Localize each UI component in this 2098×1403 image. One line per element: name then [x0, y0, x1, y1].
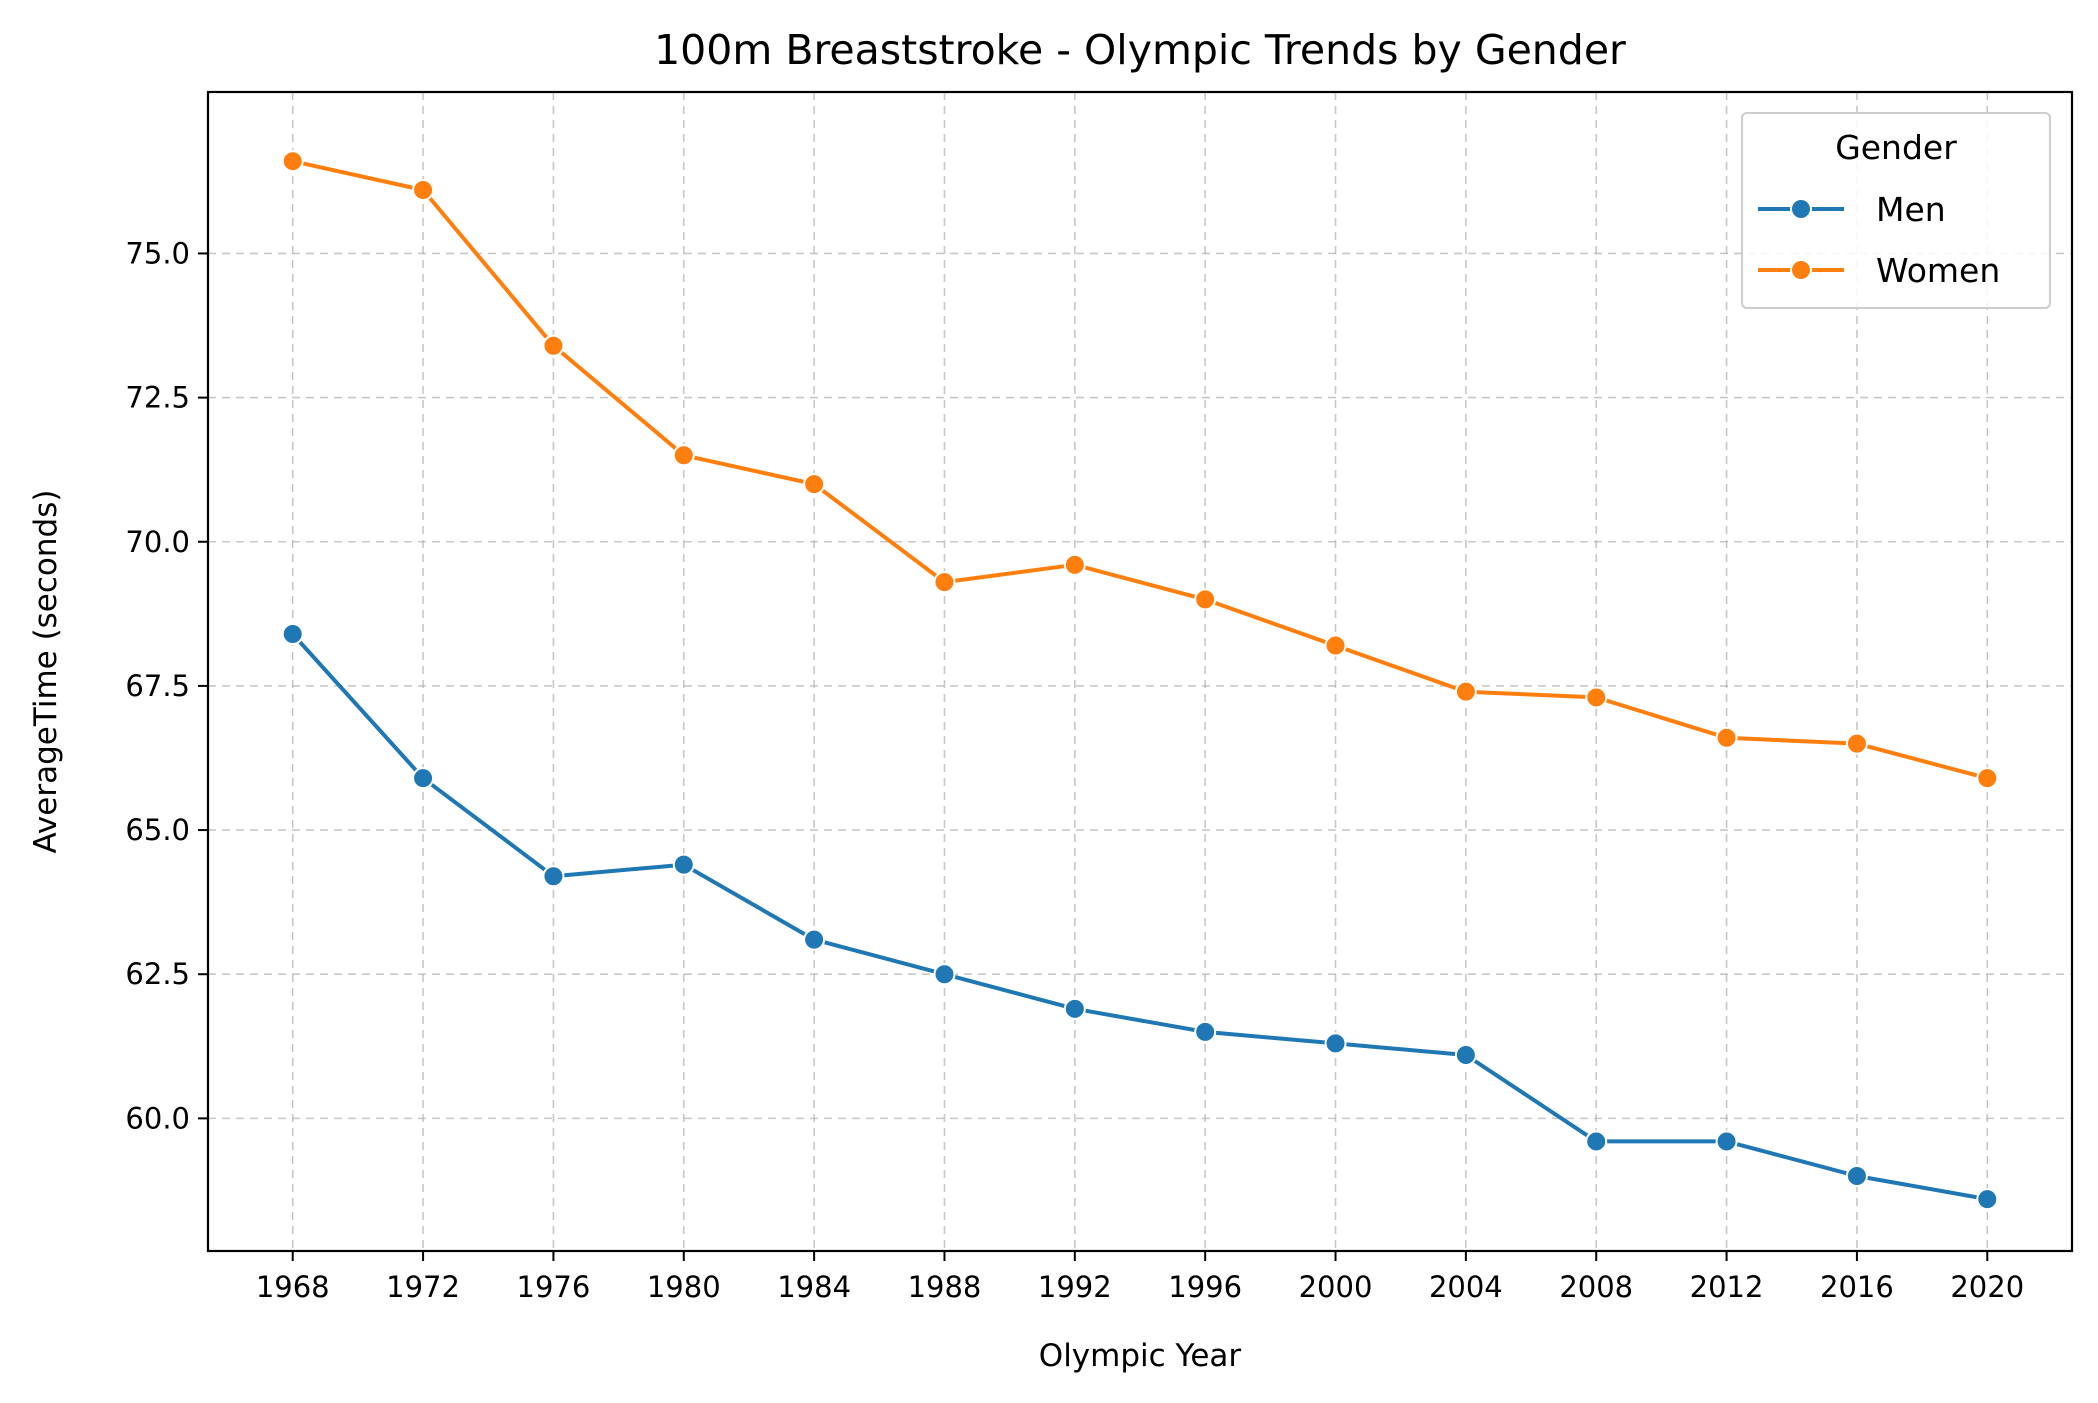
data-point-women: [281, 150, 304, 173]
data-point-women: [933, 571, 956, 594]
series-line-men: [291, 632, 1988, 1202]
y-tick-label: 60.0: [125, 1101, 190, 1135]
data-point-men: [542, 865, 565, 888]
legend-title: Gender: [1835, 128, 1957, 167]
data-point-men: [803, 928, 826, 951]
data-point-men: [1454, 1043, 1477, 1066]
data-point-men: [281, 623, 304, 646]
legend-label-men: Men: [1876, 190, 1946, 229]
y-tick-label: 72.5: [125, 381, 190, 415]
series-line-women: [292, 159, 1988, 781]
x-tick-label: 1996: [1168, 1270, 1242, 1304]
y-axis-title: AverageTime (seconds): [28, 490, 64, 854]
data-point-women: [1454, 680, 1477, 703]
chart-title: 100m Breaststroke - Olympic Trends by Ge…: [654, 26, 1626, 74]
x-tick-label: 1976: [517, 1270, 591, 1304]
data-point-women: [1845, 732, 1868, 755]
x-tick-label: 2004: [1429, 1270, 1503, 1304]
x-tick-label: 2000: [1299, 1270, 1373, 1304]
x-tick-label: 1992: [1038, 1270, 1112, 1304]
legend-swatch-marker-women: [1790, 259, 1812, 281]
data-point-men: [933, 963, 956, 986]
data-point-women: [672, 444, 695, 467]
x-tick-label: 1968: [256, 1270, 330, 1304]
plot-frame: [206, 90, 2074, 1253]
x-tick-label: 1972: [386, 1270, 460, 1304]
data-point-women: [412, 179, 435, 202]
data-point-women: [1063, 553, 1086, 576]
data-point-men: [412, 767, 435, 790]
legend-swatch-marker-men: [1790, 198, 1812, 220]
legend: Gender Men Women: [1741, 112, 2051, 309]
series-layer: [281, 150, 1999, 1211]
data-point-men: [1976, 1188, 1999, 1211]
y-tick-label: 62.5: [125, 957, 190, 991]
x-tick-label: 1984: [777, 1270, 851, 1304]
ticks: 1968 1972 1976 1980 1984 1988 1992 1996 2000 2004…: [125, 236, 2024, 1304]
grid: [208, 92, 2072, 1251]
y-tick-label: 65.0: [125, 813, 190, 847]
data-point-women: [1585, 686, 1608, 709]
legend-label-women: Women: [1876, 251, 2000, 290]
data-point-women: [1194, 588, 1217, 611]
data-point-women: [1715, 726, 1738, 749]
x-axis-title: Olympic Year: [1039, 1338, 1242, 1374]
x-tick-label: 2012: [1690, 1270, 1764, 1304]
data-point-men: [1715, 1130, 1738, 1153]
x-tick-label: 2016: [1820, 1270, 1894, 1304]
data-point-men: [672, 853, 695, 876]
y-tick-label: 75.0: [125, 236, 190, 270]
data-point-men: [1585, 1130, 1608, 1153]
data-point-men: [1063, 997, 1086, 1020]
data-point-women: [542, 334, 565, 357]
data-point-men: [1845, 1165, 1868, 1188]
y-tick-label: 70.0: [125, 525, 190, 559]
x-tick-label: 2020: [1950, 1270, 2024, 1304]
legend-box: [1741, 112, 2051, 309]
y-tick-label: 67.5: [125, 669, 190, 703]
x-tick-label: 1980: [647, 1270, 721, 1304]
x-tick-label: 1988: [908, 1270, 982, 1304]
data-point-women: [803, 473, 826, 496]
x-tick-label: 2008: [1559, 1270, 1633, 1304]
data-point-women: [1324, 634, 1347, 657]
data-point-men: [1324, 1032, 1347, 1055]
data-point-men: [1194, 1020, 1217, 1043]
data-point-women: [1976, 767, 1999, 790]
